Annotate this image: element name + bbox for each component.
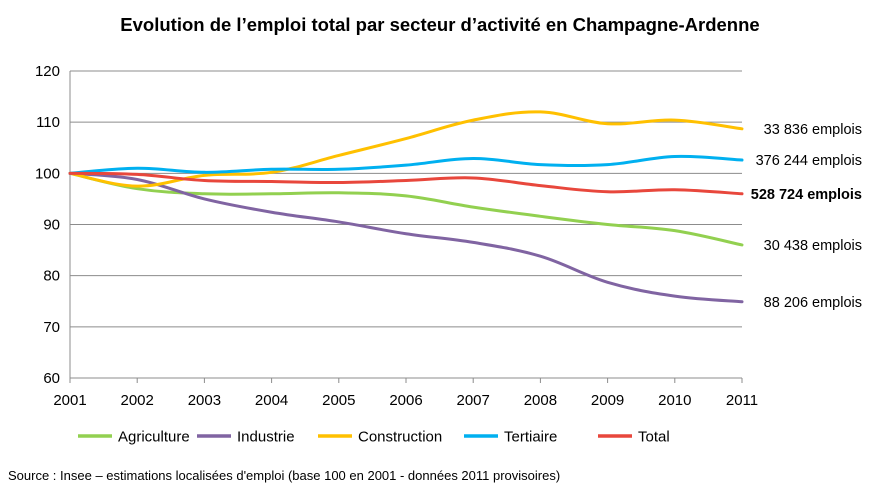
end-labels: 33 836 emplois 376 244 emplois 528 724 emp… (751, 122, 862, 311)
x-tick-label: 2006 (389, 392, 422, 409)
y-tick-label: 120 (35, 63, 60, 80)
y-tick-label: 90 (43, 217, 60, 234)
legend-label-industrie: Industrie (237, 429, 295, 446)
end-label-industrie: 88 206 emplois (764, 295, 862, 311)
y-tick-label: 100 (35, 165, 60, 182)
x-tick-label: 2003 (188, 392, 221, 409)
series-line-industrie (68, 171, 744, 304)
x-tick-label: 2008 (524, 392, 557, 409)
y-tick-label: 70 (43, 319, 60, 336)
x-tick-label: 2005 (322, 392, 355, 409)
legend-label-tertiaire: Tertiaire (504, 429, 557, 446)
legend: Agriculture Industrie Construction Tertiair… (78, 429, 670, 446)
y-tick-label: 110 (36, 114, 60, 131)
x-tick-label: 2004 (255, 392, 288, 409)
legend-label-construction: Construction (358, 429, 442, 446)
x-tick-label: 2007 (457, 392, 490, 409)
end-label-agriculture: 30 438 emplois (764, 238, 862, 254)
series-lines (68, 110, 744, 304)
end-label-total: 528 724 emplois (751, 187, 862, 203)
chart-title: Evolution de l’emploi total par secteur … (120, 14, 760, 35)
axes: 60 70 80 90 100 110 120 2001 2002 2003 2004 2005 200… (35, 63, 758, 409)
x-tick-label: 2001 (53, 392, 86, 409)
source-note: Source : Insee – estimations localisées … (8, 468, 561, 483)
end-label-tertiaire: 376 244 emplois (756, 153, 862, 169)
series-line-total (68, 171, 744, 196)
x-tick-label: 2002 (121, 392, 154, 409)
series-line-construction (68, 110, 744, 188)
x-tick-label: 2011 (726, 392, 758, 409)
legend-label-total: Total (638, 429, 670, 446)
y-tick-label: 80 (43, 268, 60, 285)
gridlines (70, 70, 742, 328)
y-tick-label: 60 (43, 370, 60, 387)
end-label-construction: 33 836 emplois (764, 122, 862, 138)
legend-label-agriculture: Agriculture (118, 429, 190, 446)
x-tick-label: 2009 (591, 392, 624, 409)
series-line-tertiaire (68, 154, 744, 175)
x-tick-label: 2010 (658, 392, 691, 409)
